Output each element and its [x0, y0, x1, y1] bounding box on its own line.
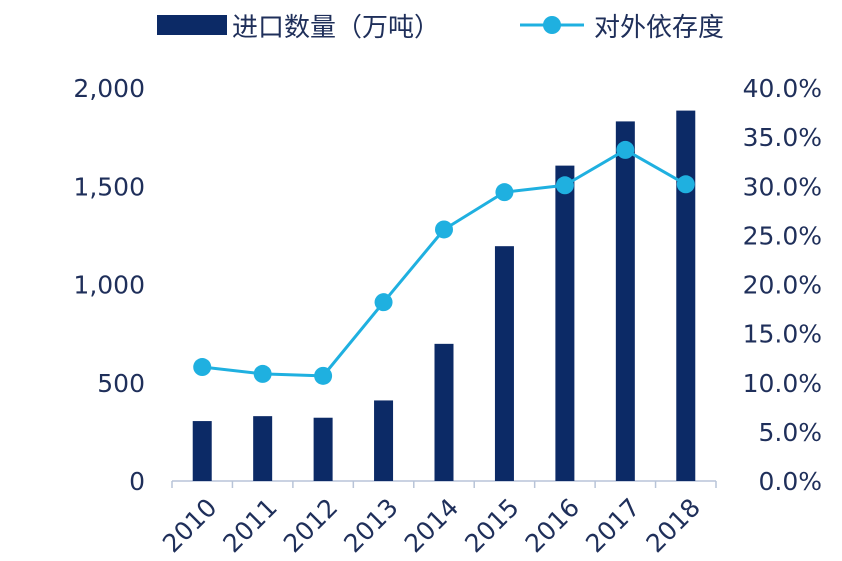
bar-2011	[253, 416, 273, 481]
x-tick-label: 2012	[278, 493, 343, 558]
point-2012	[314, 366, 333, 385]
legend-swatch-dependency-marker	[543, 16, 561, 34]
line-series	[193, 140, 695, 385]
right-tick-label: 20.0%	[743, 271, 822, 300]
point-2011	[253, 364, 272, 383]
point-2016	[555, 176, 574, 195]
legend-label-imports: 进口数量（万吨）	[232, 13, 440, 43]
x-axis-tick-marks	[171, 481, 717, 488]
point-2013	[374, 293, 393, 312]
point-2018	[676, 175, 695, 194]
right-tick-label: 0.0%	[758, 467, 822, 496]
x-tick-label: 2011	[217, 493, 282, 558]
left-tick-label: 2,000	[73, 74, 145, 103]
point-2010	[193, 358, 212, 377]
left-tick-label: 0	[129, 467, 145, 496]
bar-2017	[615, 121, 635, 481]
bar-2013	[374, 400, 394, 481]
legend-label-dependency: 对外依存度	[594, 13, 724, 43]
point-2015	[495, 183, 514, 202]
x-tick-label: 2014	[399, 493, 464, 558]
right-tick-label: 15.0%	[743, 320, 822, 349]
bar-2014	[434, 343, 454, 481]
bar-2012	[313, 417, 333, 481]
x-tick-label: 2013	[338, 493, 403, 558]
right-tick-label: 5.0%	[758, 418, 822, 447]
point-2017	[616, 140, 635, 159]
bar-2018	[676, 110, 696, 481]
bar-2010	[192, 421, 212, 481]
x-tick-label: 2010	[157, 493, 222, 558]
left-tick-label: 500	[97, 369, 145, 398]
point-2014	[435, 220, 453, 239]
x-tick-label: 2015	[459, 493, 524, 558]
right-tick-label: 35.0%	[743, 123, 822, 152]
bar-2016	[555, 165, 575, 481]
dependency-line	[202, 148, 687, 378]
legend: 进口数量（万吨） 对外依存度	[157, 13, 724, 43]
bar-2015	[494, 246, 514, 481]
bar-series	[192, 110, 696, 481]
legend-swatch-imports	[157, 15, 227, 35]
left-tick-label: 1,500	[73, 172, 145, 201]
right-axis-labels: 0.0% 5.0% 10.0% 15.0% 20.0% 25.0% 30.0% 35.0% 40…	[743, 74, 822, 496]
x-tick-label: 2016	[520, 493, 585, 558]
right-tick-label: 40.0%	[743, 74, 822, 103]
x-tick-label: 2017	[580, 493, 645, 558]
right-tick-label: 10.0%	[743, 369, 822, 398]
right-tick-label: 25.0%	[743, 221, 822, 250]
left-axis-labels: 0 500 1,000 1,500 2,000	[73, 74, 145, 496]
x-tick-label: 2018	[641, 493, 706, 558]
right-tick-label: 30.0%	[743, 172, 822, 201]
left-tick-label: 1,000	[73, 271, 145, 300]
